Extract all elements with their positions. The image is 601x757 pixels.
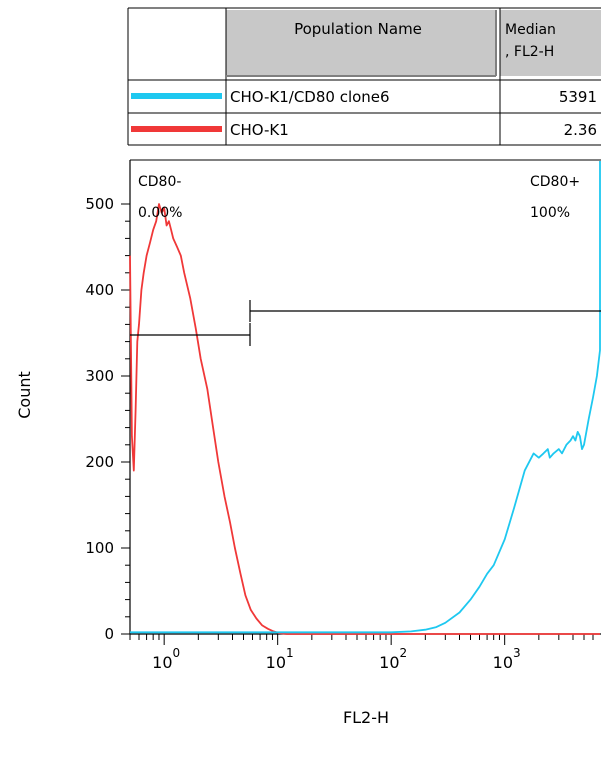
legend-table-header-cell	[500, 10, 601, 76]
legend-table: Population Name Median , FL2-H CHO-K1/CD…	[127, 7, 601, 146]
y-axis-label: Count	[15, 371, 34, 419]
legend-row-clone6-median: 5391	[559, 88, 597, 106]
axes	[129, 159, 601, 635]
legend-row-chok1-name: CHO-K1	[230, 121, 289, 139]
y-tick-label: 400	[85, 281, 114, 299]
x-ticks: 100101102103104	[129, 634, 594, 672]
x-tick-label: 100	[152, 646, 180, 672]
legend-row-chok1-median: 2.36	[564, 121, 597, 139]
series-line-cho-k1-cd80-clone6	[130, 161, 601, 634]
gate-cd80-pos-label: CD80+	[530, 174, 580, 190]
gate-cd80-pos-percent: 100%	[530, 205, 570, 221]
y-ticks: 0 100 200 300 400 500	[85, 195, 130, 643]
median-header: Median , FL2-H	[505, 22, 560, 60]
x-axis-label: FL2-H	[343, 708, 389, 727]
x-tick-label: 101	[266, 646, 294, 672]
gates: CD80- 0.00% CD80+ 100%	[130, 174, 601, 346]
series-layer	[129, 161, 601, 635]
series-line-cho-k1	[129, 203, 600, 635]
gate-cd80-neg-label: CD80-	[138, 174, 181, 190]
y-tick-label: 200	[85, 453, 114, 471]
x-tick-label: 102	[379, 646, 407, 672]
population-name-header: Population Name	[294, 20, 422, 38]
gate-cd80-neg-percent: 0.00%	[138, 205, 182, 221]
y-tick-label: 0	[104, 625, 114, 643]
legend-table-header-cell	[226, 10, 496, 76]
y-tick-label: 300	[85, 367, 114, 385]
legend-row-clone6-name: CHO-K1/CD80 clone6	[230, 88, 390, 106]
x-tick-label: 103	[493, 646, 521, 672]
y-tick-label: 500	[85, 195, 114, 213]
y-tick-label: 100	[85, 539, 114, 557]
